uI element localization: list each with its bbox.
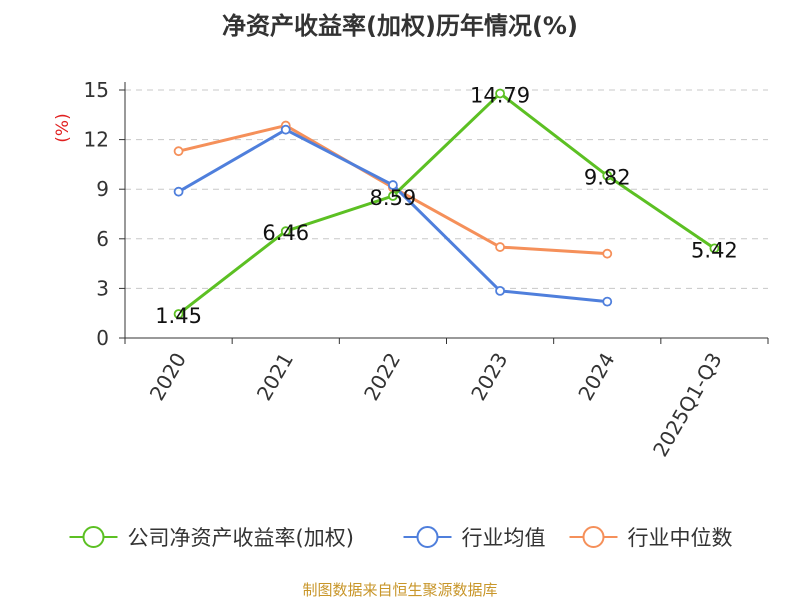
axes bbox=[119, 82, 769, 344]
legend-label: 行业均值 bbox=[462, 526, 546, 550]
x-tick-label: 2022 bbox=[359, 349, 405, 405]
chart-title: 净资产收益率(加权)历年情况(%) bbox=[222, 12, 578, 40]
y-tick-label: 3 bbox=[96, 276, 109, 300]
y-axis-unit-label: (%) bbox=[53, 113, 73, 142]
data-point[interactable] bbox=[602, 170, 613, 181]
legend[interactable]: 公司净资产收益率(加权) 行业均值 行业中位数 bbox=[69, 526, 733, 550]
data-point[interactable] bbox=[388, 180, 398, 190]
data-label: 9.82 bbox=[584, 166, 631, 190]
data-point[interactable] bbox=[495, 242, 505, 252]
data-point[interactable] bbox=[280, 226, 291, 237]
legend-label: 公司净资产收益率(加权) bbox=[128, 526, 354, 550]
legend-label: 行业中位数 bbox=[628, 526, 733, 550]
data-point[interactable] bbox=[602, 296, 613, 307]
data-point[interactable] bbox=[280, 124, 291, 135]
legend-marker-icon bbox=[416, 526, 439, 548]
gridlines bbox=[125, 89, 768, 289]
data-label: 1.45 bbox=[155, 304, 202, 328]
y-tick-label: 12 bbox=[84, 128, 109, 152]
data-point[interactable] bbox=[495, 88, 505, 99]
x-tick-label: 2025Q1-Q3 bbox=[648, 349, 727, 461]
series-line bbox=[177, 128, 608, 304]
data-point[interactable] bbox=[495, 285, 505, 296]
x-tick-label: 2023 bbox=[466, 349, 512, 405]
data-label: 14.79 bbox=[470, 83, 530, 107]
y-tick-labels: 0 3 6 9 12 15 bbox=[84, 78, 109, 350]
data-point[interactable] bbox=[173, 146, 184, 157]
legend-marker-icon bbox=[582, 526, 605, 548]
legend-marker-icon bbox=[82, 526, 105, 548]
source-note: 制图数据来自恒生聚源数据库 bbox=[302, 581, 497, 599]
data-point[interactable] bbox=[388, 191, 398, 201]
data-point[interactable] bbox=[602, 248, 613, 259]
y-tick-label: 15 bbox=[84, 78, 109, 102]
data-point[interactable] bbox=[709, 243, 720, 254]
data-labels: 1.45 6.46 8.59 14.79 9.82 5.42 bbox=[155, 83, 738, 328]
data-point[interactable] bbox=[173, 309, 184, 319]
data-label: 6.46 bbox=[262, 221, 309, 245]
data-label: 8.59 bbox=[370, 186, 417, 210]
y-tick-label: 6 bbox=[96, 227, 109, 251]
x-tick-labels: 2020 2021 2022 2023 2024 2025Q1-Q3 bbox=[145, 349, 727, 461]
y-tick-label: 0 bbox=[96, 326, 109, 350]
series-lines bbox=[173, 88, 720, 319]
y-tick-label: 9 bbox=[96, 177, 109, 201]
legend-item[interactable]: 行业均值 bbox=[403, 526, 546, 550]
data-point[interactable] bbox=[173, 186, 184, 197]
x-tick-label: 2024 bbox=[573, 349, 619, 405]
x-tick-label: 2020 bbox=[145, 349, 191, 405]
legend-item[interactable]: 公司净资产收益率(加权) bbox=[69, 526, 354, 550]
data-label: 5.42 bbox=[691, 238, 738, 262]
series-line bbox=[177, 91, 716, 316]
legend-item[interactable]: 行业中位数 bbox=[569, 526, 733, 550]
x-tick-label: 2021 bbox=[252, 349, 298, 405]
